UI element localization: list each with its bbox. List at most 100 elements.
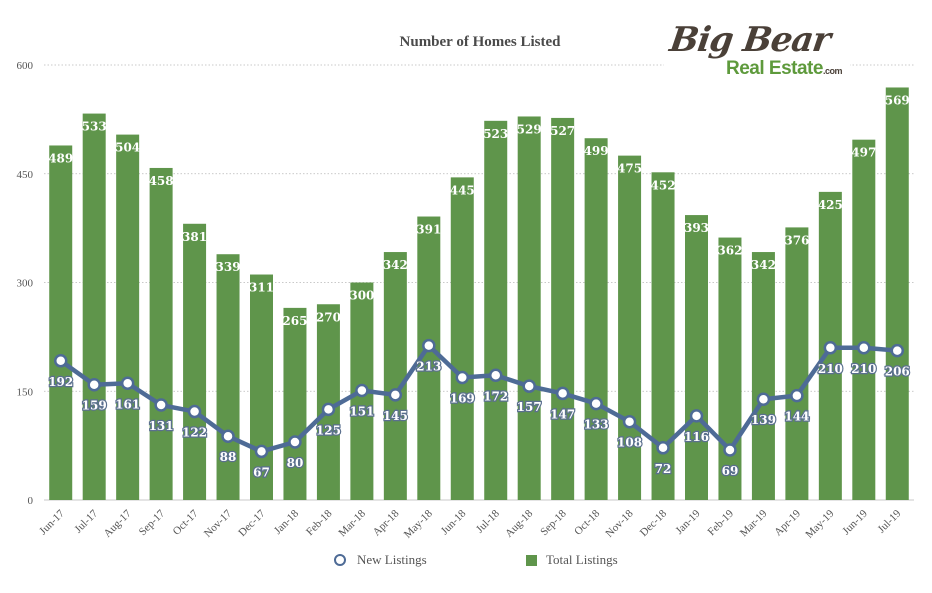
x-tick-label: Apr-19 bbox=[772, 507, 803, 538]
line-data-labels: 192 159 161 131 122 88 67 80 125 151 145 213 169 172 1… bbox=[47, 358, 911, 480]
bar-value-label: 499 bbox=[584, 144, 609, 158]
line-point bbox=[723, 443, 737, 457]
line-point bbox=[455, 370, 470, 385]
x-tick-label: Sep-17 bbox=[137, 507, 168, 538]
line-point bbox=[355, 383, 369, 398]
x-tick-label: Jun-19 bbox=[840, 507, 870, 537]
x-tick-label: Nov-18 bbox=[603, 507, 636, 540]
y-tick-label: 150 bbox=[17, 386, 34, 398]
bar bbox=[417, 216, 441, 500]
bar-value-label: 489 bbox=[48, 151, 73, 165]
bar-data-labels: 489 533 504 458 381 339 311 265 270 300 342 391 445 5… bbox=[48, 93, 910, 327]
gridlines bbox=[44, 64, 914, 501]
y-tick-label: 600 bbox=[17, 60, 34, 72]
x-tick-label: Aug-17 bbox=[102, 507, 135, 540]
bar-value-label: 497 bbox=[851, 146, 876, 160]
line-point bbox=[187, 404, 202, 419]
bar-value-label: 339 bbox=[216, 260, 241, 274]
line-point bbox=[823, 341, 838, 355]
x-tick-label: Mar-19 bbox=[738, 507, 770, 539]
line-value-label: 169 bbox=[450, 391, 475, 405]
line-value-label: 69 bbox=[722, 464, 739, 478]
bar-value-label: 362 bbox=[717, 244, 742, 258]
bar-value-label: 529 bbox=[517, 122, 542, 136]
x-tick-label: Jun-18 bbox=[439, 507, 469, 537]
line-value-label: 131 bbox=[149, 419, 174, 433]
bar-value-label: 425 bbox=[818, 198, 843, 212]
bar-value-label: 569 bbox=[885, 93, 910, 107]
bar bbox=[250, 274, 273, 500]
x-tick-label: Nov-17 bbox=[202, 507, 235, 540]
bar-value-label: 376 bbox=[784, 233, 809, 247]
x-tick-label: Dec-18 bbox=[638, 507, 670, 539]
x-tick-label: Dec-17 bbox=[236, 507, 268, 539]
line-value-label: 122 bbox=[182, 426, 207, 440]
bar bbox=[450, 177, 474, 500]
bar-value-label: 475 bbox=[617, 162, 642, 176]
line-value-label: 159 bbox=[82, 399, 107, 413]
logo-text-real-estate: Real Estate.com bbox=[726, 58, 842, 79]
line-point bbox=[689, 409, 704, 423]
bar bbox=[149, 167, 173, 500]
line-value-label: 210 bbox=[851, 362, 876, 376]
line-value-label: 133 bbox=[584, 418, 609, 432]
line-value-label: 213 bbox=[416, 360, 441, 374]
bar-value-label: 265 bbox=[282, 314, 307, 328]
line-value-label: 172 bbox=[483, 389, 508, 403]
line-point bbox=[422, 338, 436, 353]
line-value-label: 125 bbox=[316, 423, 341, 437]
bar bbox=[283, 307, 307, 500]
line-point bbox=[254, 444, 269, 459]
legend-label: Total Listings bbox=[546, 552, 618, 567]
bar bbox=[484, 120, 508, 500]
bar-value-label: 311 bbox=[249, 281, 274, 295]
x-tick-label: May-19 bbox=[803, 507, 836, 540]
bar bbox=[517, 116, 541, 500]
legend-item-new-listings: New Listings bbox=[334, 552, 427, 568]
line-value-label: 88 bbox=[220, 450, 237, 464]
bar-value-label: 393 bbox=[684, 221, 709, 235]
line-value-label: 192 bbox=[48, 375, 73, 389]
legend-marker-square-icon bbox=[526, 554, 537, 566]
line-value-label: 72 bbox=[655, 462, 672, 476]
line-point bbox=[790, 388, 804, 403]
bar-value-label: 270 bbox=[316, 310, 341, 324]
bar bbox=[852, 139, 876, 501]
line-series-new-listings bbox=[53, 338, 905, 459]
line-value-label: 80 bbox=[287, 456, 304, 470]
line-point bbox=[656, 441, 670, 455]
x-axis-ticks: Jun-17 Jul-17 Aug-17 Sep-17 Oct-17 Nov-17 Dec-… bbox=[37, 507, 904, 540]
bar-value-label: 445 bbox=[450, 183, 475, 197]
y-tick-label: 450 bbox=[17, 169, 34, 181]
new-listings-line bbox=[59, 343, 898, 454]
line-point bbox=[120, 376, 135, 391]
bar-value-label: 381 bbox=[182, 230, 207, 244]
line-value-label: 161 bbox=[115, 397, 140, 411]
x-tick-label: May-18 bbox=[402, 507, 435, 540]
line-point bbox=[622, 414, 637, 429]
x-tick-label: Jan-19 bbox=[673, 507, 703, 537]
legend-marker-circle-icon bbox=[334, 554, 346, 566]
line-point bbox=[890, 343, 905, 358]
line-value-label: 108 bbox=[617, 436, 642, 450]
company-logo: Big Bear Real Estate.com bbox=[664, 18, 850, 88]
y-axis-ticks: 0 150 300 450 600 bbox=[17, 60, 34, 507]
bar-value-label: 458 bbox=[149, 174, 174, 188]
bar bbox=[183, 223, 207, 500]
bar-value-label: 342 bbox=[383, 258, 408, 272]
line-value-label: 144 bbox=[784, 410, 809, 424]
line-point bbox=[589, 396, 603, 411]
x-tick-label: Feb-18 bbox=[304, 507, 335, 538]
x-tick-label: Oct-17 bbox=[171, 507, 201, 537]
bar-value-label: 523 bbox=[483, 127, 508, 141]
y-tick-label: 0 bbox=[28, 495, 34, 507]
bar-value-label: 452 bbox=[651, 178, 676, 192]
line-point bbox=[87, 377, 101, 392]
legend-label: New Listings bbox=[357, 552, 427, 567]
legend-item-total-listings: Total Listings bbox=[526, 552, 618, 568]
x-tick-label: Jan-18 bbox=[272, 507, 302, 537]
line-point bbox=[53, 354, 68, 368]
bar bbox=[885, 87, 909, 500]
line-point bbox=[288, 435, 302, 449]
bar bbox=[751, 252, 775, 500]
